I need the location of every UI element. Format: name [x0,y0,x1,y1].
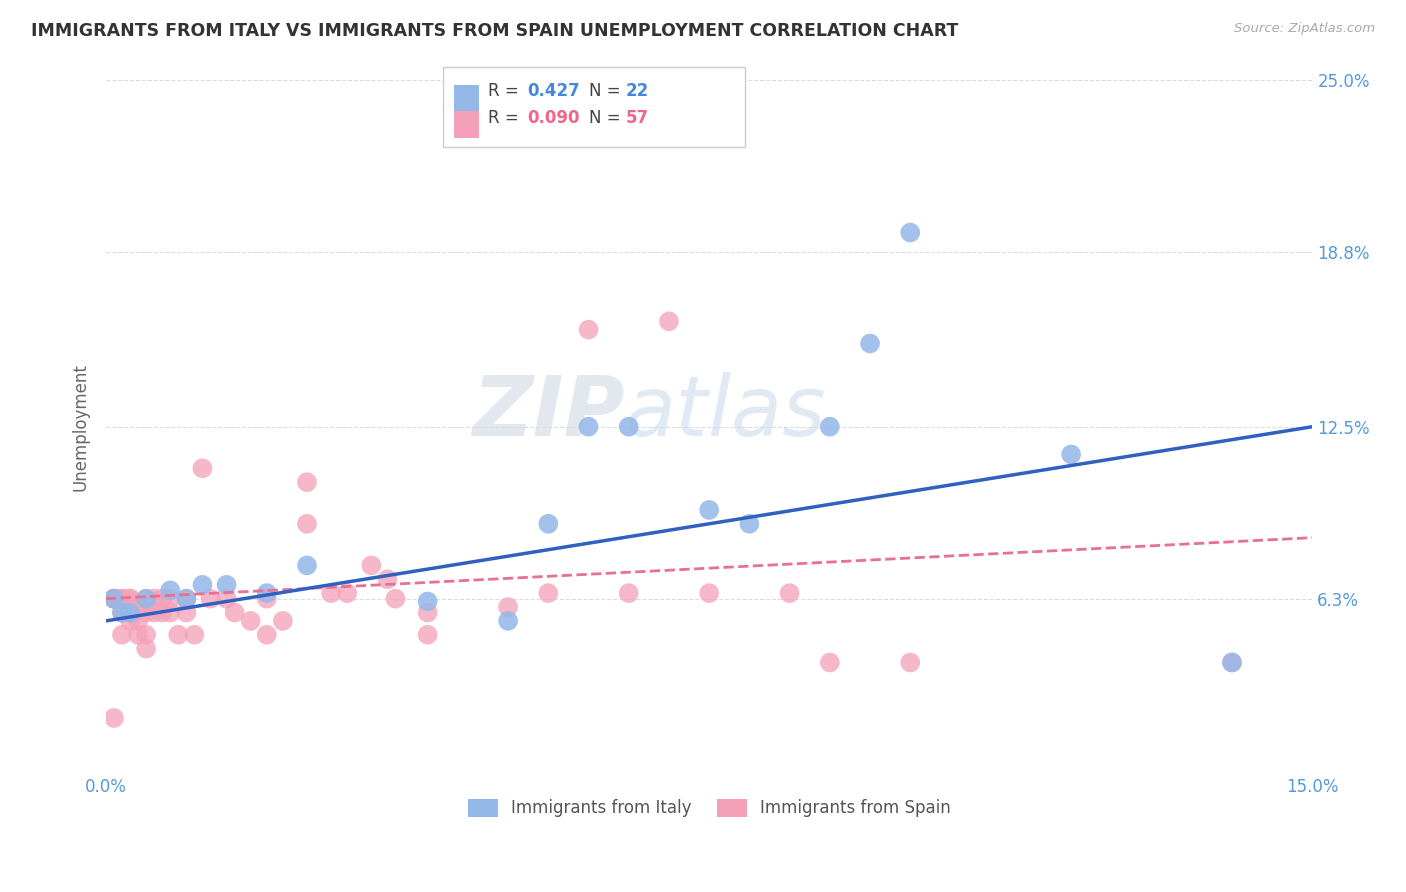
Point [111,628,134,642]
Point [143,606,166,620]
Text: atlas: atlas [624,372,827,453]
Point [127,628,149,642]
Point [537,516,560,531]
Legend: Immigrants from Italy, Immigrants from Spain: Immigrants from Italy, Immigrants from S… [461,792,957,824]
Point [143,591,166,606]
Point [111,591,134,606]
Point [103,591,125,606]
Text: Source: ZipAtlas.com: Source: ZipAtlas.com [1234,22,1375,36]
Point [295,558,318,573]
Point [898,226,921,240]
Point [578,419,600,434]
Point [496,614,519,628]
Point [617,419,640,434]
Point [118,606,141,620]
Point [224,606,246,620]
Point [111,606,134,620]
Point [150,591,173,606]
Point [200,591,222,606]
Point [135,606,157,620]
Text: N =: N = [589,82,626,100]
Point [159,606,181,620]
Point [118,591,141,606]
Point [617,586,640,600]
Point [103,591,125,606]
Point [416,628,439,642]
Point [321,586,343,600]
Point [103,591,125,606]
Point [271,614,294,628]
Point [111,606,134,620]
Text: 57: 57 [626,109,648,127]
Point [658,314,681,328]
Point [859,336,882,351]
Text: R =: R = [488,109,524,127]
Point [818,419,841,434]
Point [118,591,141,606]
Point [118,606,141,620]
Text: 0.427: 0.427 [527,82,581,100]
Point [416,594,439,608]
Point [578,323,600,337]
Point [176,591,198,606]
Point [256,591,278,606]
Point [295,475,318,490]
Point [167,628,190,642]
Point [898,656,921,670]
Point [738,516,761,531]
Point [697,503,720,517]
Point [256,628,278,642]
Point [818,656,841,670]
Point [1220,656,1243,670]
Point [256,586,278,600]
Point [384,591,406,606]
Point [150,606,173,620]
Point [127,599,149,614]
Point [183,628,205,642]
Point [537,586,560,600]
Point [103,591,125,606]
Point [697,586,720,600]
Point [360,558,382,573]
Point [215,578,238,592]
Point [295,516,318,531]
Point [176,591,198,606]
Point [496,599,519,614]
Point [215,591,238,606]
Text: IMMIGRANTS FROM ITALY VS IMMIGRANTS FROM SPAIN UNEMPLOYMENT CORRELATION CHART: IMMIGRANTS FROM ITALY VS IMMIGRANTS FROM… [31,22,959,40]
Point [191,461,214,475]
Text: 22: 22 [626,82,650,100]
Point [135,591,157,606]
Point [1060,447,1083,461]
Point [118,614,141,628]
Point [135,628,157,642]
Point [416,606,439,620]
Point [111,591,134,606]
Point [135,591,157,606]
Point [191,578,214,592]
Point [159,583,181,598]
Point [336,586,359,600]
Point [127,614,149,628]
Point [779,586,801,600]
Point [103,711,125,725]
Y-axis label: Unemployment: Unemployment [72,363,89,491]
Point [176,606,198,620]
Text: R =: R = [488,82,524,100]
Point [103,591,125,606]
Point [159,591,181,606]
Text: ZIP: ZIP [472,372,624,453]
Point [1220,656,1243,670]
Text: N =: N = [589,109,626,127]
Text: 0.090: 0.090 [527,109,579,127]
Point [377,572,399,586]
Point [135,641,157,656]
Point [239,614,262,628]
